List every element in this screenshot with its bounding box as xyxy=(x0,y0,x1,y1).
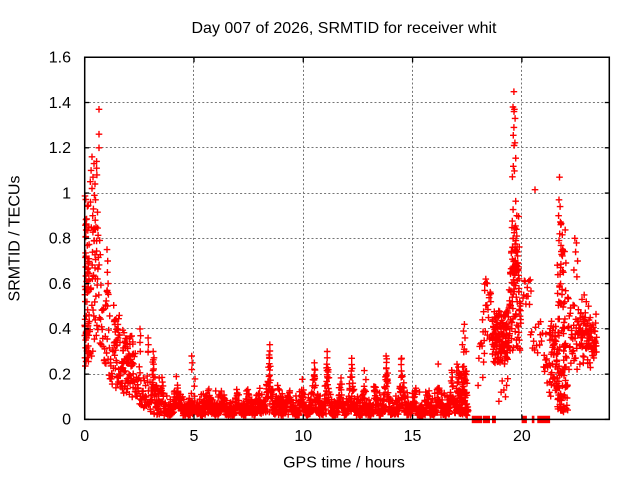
svg-text:10: 10 xyxy=(294,428,312,445)
svg-text:1: 1 xyxy=(62,185,71,202)
svg-text:5: 5 xyxy=(190,428,199,445)
svg-text:0: 0 xyxy=(80,428,89,445)
svg-text:0.4: 0.4 xyxy=(49,321,71,338)
svg-text:1.4: 1.4 xyxy=(49,95,71,112)
svg-text:0.8: 0.8 xyxy=(49,231,71,248)
svg-text:0: 0 xyxy=(62,412,71,429)
svg-text:1.6: 1.6 xyxy=(49,50,71,67)
svg-text:20: 20 xyxy=(513,428,531,445)
svg-text:0.2: 0.2 xyxy=(49,366,71,383)
svg-text:1.2: 1.2 xyxy=(49,140,71,157)
svg-text:15: 15 xyxy=(404,428,422,445)
svg-text:GPS time / hours: GPS time / hours xyxy=(283,455,405,472)
svg-text:Day 007 of 2026, SRMTID for re: Day 007 of 2026, SRMTID for receiver whi… xyxy=(191,20,497,37)
svg-text:0.6: 0.6 xyxy=(49,276,71,293)
svg-text:SRMTID / TECUs: SRMTID / TECUs xyxy=(7,176,24,302)
